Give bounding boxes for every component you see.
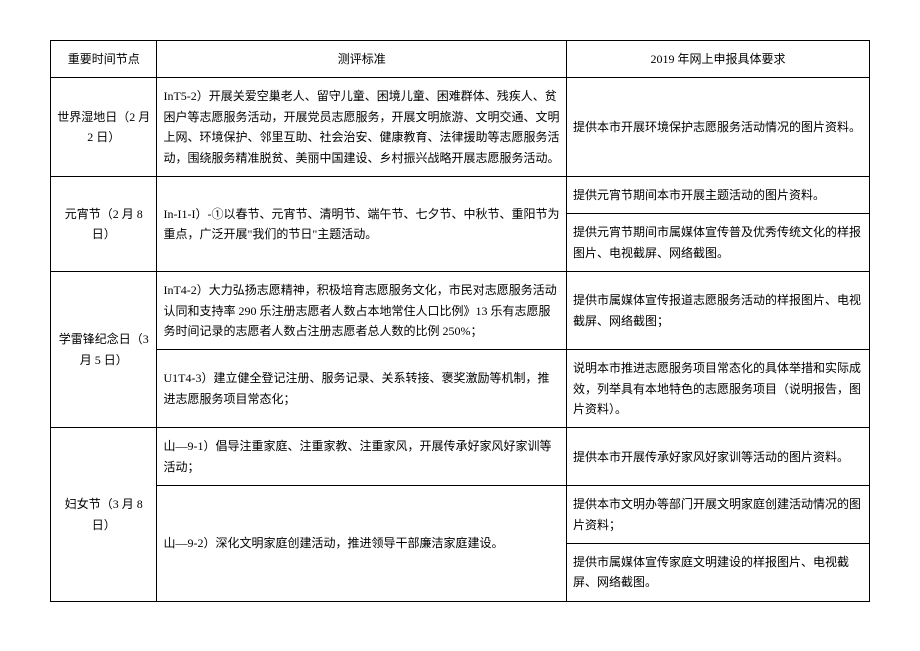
header-time: 重要时间节点 [51,41,157,78]
cell-time: 世界湿地日（2 月 2 日） [51,78,157,177]
cell-requirement: 提供元宵节期间市属媒体宣传普及优秀传统文化的样报图片、电视截屏、网络截图。 [566,214,869,272]
cell-standard: 山—9-1）倡导注重家庭、注重家教、注重家风，开展传承好家风好家训等活动； [157,428,567,486]
table-row: 学雷锋纪念日（3 月 5 日） InT4-2）大力弘扬志愿精神，积极培育志愿服务… [51,272,870,350]
header-requirement: 2019 年网上申报具体要求 [566,41,869,78]
cell-time: 妇女节（3 月 8 日） [51,428,157,601]
cell-time: 学雷锋纪念日（3 月 5 日） [51,272,157,428]
cell-time: 元宵节（2 月 8 日） [51,176,157,271]
cell-requirement: 说明本市推进志愿服务项目常态化的具体举措和实际成效，列举具有本地特色的志愿服务项… [566,350,869,428]
cell-requirement: 提供市属媒体宣传家庭文明建设的样报图片、电视截屏、网络截图。 [566,544,869,602]
evaluation-table: 重要时间节点 测评标准 2019 年网上申报具体要求 世界湿地日（2 月 2 日… [50,40,870,602]
cell-requirement: 提供本市开展传承好家风好家训等活动的图片资料。 [566,428,869,486]
cell-requirement: 提供本市文明办等部门开展文明家庭创建活动情况的图片资料； [566,486,869,544]
table-row: U1T4-3）建立健全登记注册、服务记录、关系转接、褒奖激励等机制，推进志愿服务… [51,350,870,428]
cell-requirement: 提供本市开展环境保护志愿服务活动情况的图片资料。 [566,78,869,177]
cell-requirement: 提供元宵节期间本市开展主题活动的图片资料。 [566,176,869,213]
cell-standard: InT5-2）开展关爱空巢老人、留守儿童、困境儿童、困难群体、残疾人、贫困户等志… [157,78,567,177]
cell-standard: 山—9-2）深化文明家庭创建活动，推进领导干部廉洁家庭建设。 [157,486,567,602]
table-row: 妇女节（3 月 8 日） 山—9-1）倡导注重家庭、注重家教、注重家风，开展传承… [51,428,870,486]
table-row: 山—9-2）深化文明家庭创建活动，推进领导干部廉洁家庭建设。 提供本市文明办等部… [51,486,870,544]
cell-standard: U1T4-3）建立健全登记注册、服务记录、关系转接、褒奖激励等机制，推进志愿服务… [157,350,567,428]
table-row: 世界湿地日（2 月 2 日） InT5-2）开展关爱空巢老人、留守儿童、困境儿童… [51,78,870,177]
table-row: 元宵节（2 月 8 日） In-I1-I）-①以春节、元宵节、清明节、端午节、七… [51,176,870,213]
cell-standard: In-I1-I）-①以春节、元宵节、清明节、端午节、七夕节、中秋节、重阳节为重点… [157,176,567,271]
table-header-row: 重要时间节点 测评标准 2019 年网上申报具体要求 [51,41,870,78]
cell-standard: InT4-2）大力弘扬志愿精神，积极培育志愿服务文化，市民对志愿服务活动认同和支… [157,272,567,350]
header-standard: 测评标准 [157,41,567,78]
cell-requirement: 提供市属媒体宣传报道志愿服务活动的样报图片、电视截屏、网络截图； [566,272,869,350]
